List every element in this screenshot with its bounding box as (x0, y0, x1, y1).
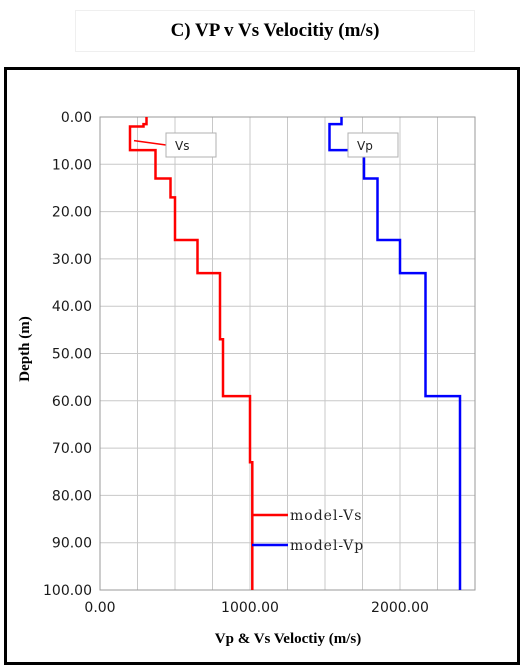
y-tick-label: 80.00 (52, 488, 92, 504)
x-tick-label: 2000.00 (371, 600, 429, 616)
y-tick-label: 70.00 (52, 441, 92, 457)
chart-title: C) VP v Vs Velocitiy (m/s) (75, 10, 475, 52)
y-axis-label: Depth (m) (17, 316, 33, 381)
y-tick-label: 30.00 (52, 252, 92, 268)
callout-box-Vs (165, 132, 217, 158)
y-tick-label: 0.00 (61, 110, 92, 126)
legend: model-Vs model-Vp (252, 508, 364, 554)
y-tick-label: 90.00 (52, 536, 92, 552)
y-tick-label: 60.00 (52, 394, 92, 410)
callout-label-Vp: Vp (357, 139, 373, 153)
x-axis-label: Vp & Vs Veloctiy (m/s) (215, 631, 361, 647)
series-line-model-Vs (128, 117, 254, 590)
y-tick-label: 40.00 (52, 299, 92, 315)
grid-lines (99, 116, 476, 591)
y-tick-label: 20.00 (52, 205, 92, 221)
y-tick-label: 50.00 (52, 347, 92, 363)
series-layer (128, 117, 462, 590)
x-tick-labels: 0.00 1000.00 2000.00 (84, 600, 429, 616)
callout-leader-Vs (133, 139, 167, 146)
plot-border (99, 116, 476, 591)
y-tick-label: 100.00 (43, 583, 92, 599)
legend-label-model-Vp: model-Vp (290, 538, 364, 554)
legend-label-model-Vs: model-Vs (290, 508, 362, 524)
x-tick-label: 0.00 (84, 600, 115, 616)
callout-label-Vs: Vs (175, 139, 189, 153)
series-line-model-Vp (328, 117, 462, 590)
x-tick-label: 1000.00 (221, 600, 279, 616)
series-callouts: Vs Vp (133, 132, 399, 158)
callout-box-Vp (347, 132, 399, 158)
y-tick-label: 10.00 (52, 157, 92, 173)
y-tick-labels: 0.00 10.00 20.00 30.00 40.00 50.00 60.00 70.00 8… (43, 110, 92, 599)
